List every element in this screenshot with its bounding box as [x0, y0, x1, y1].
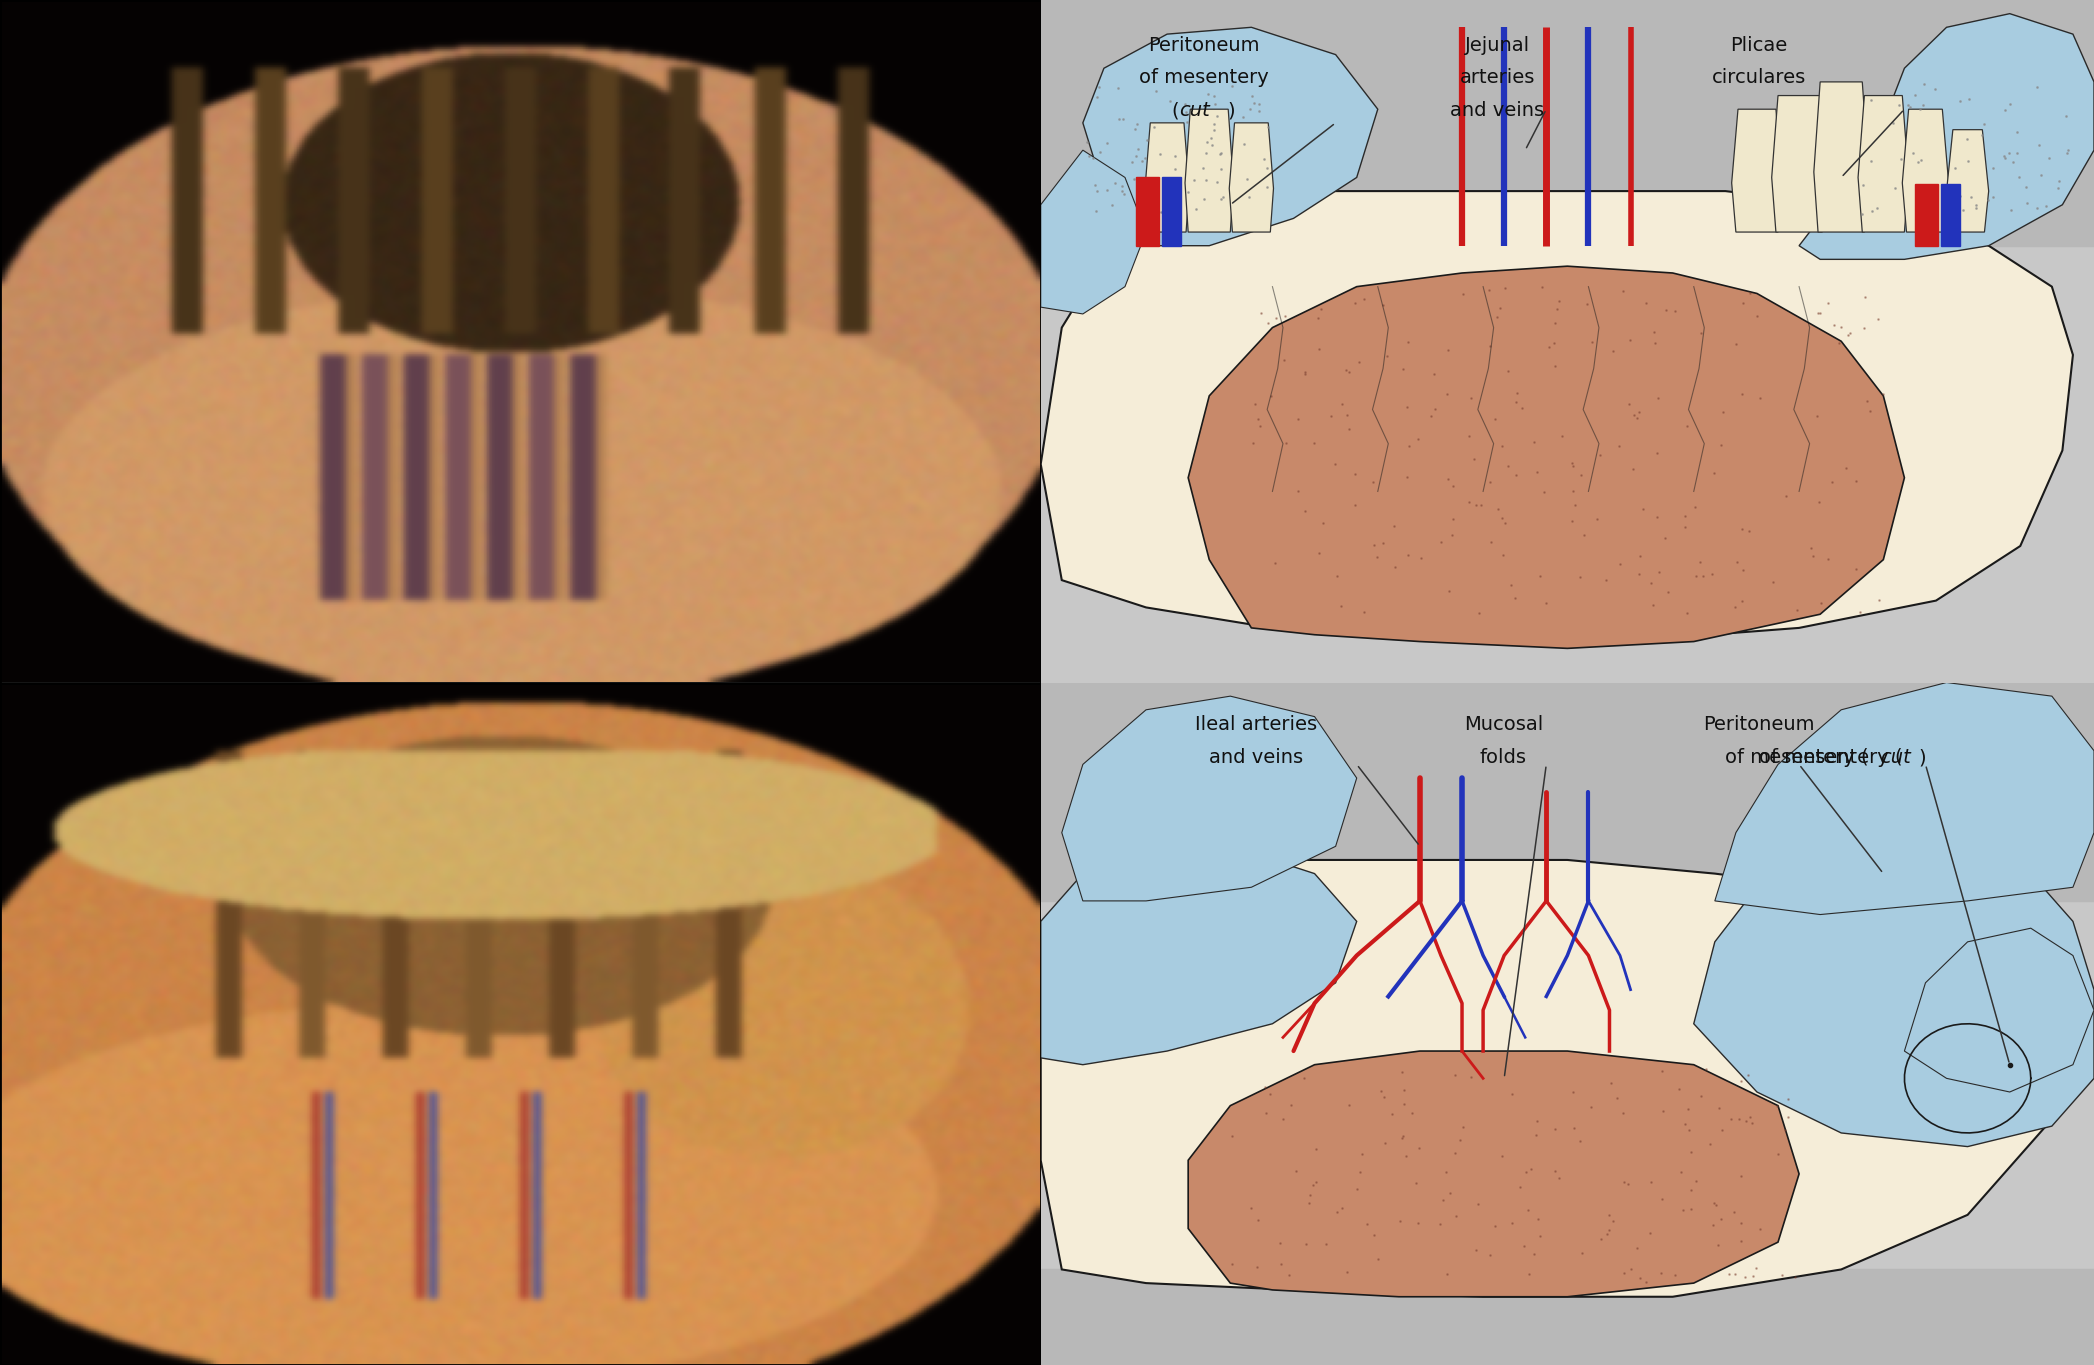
Polygon shape — [1772, 96, 1826, 232]
Text: of mesentery (: of mesentery ( — [1759, 748, 1903, 767]
Text: arteries: arteries — [1460, 68, 1535, 87]
Text: ): ) — [1918, 748, 1926, 767]
Polygon shape — [1732, 109, 1782, 232]
Text: Peritoneum: Peritoneum — [1702, 715, 1815, 734]
Text: Mucosal: Mucosal — [1464, 715, 1543, 734]
Text: Ileal arteries: Ileal arteries — [1196, 715, 1317, 734]
Polygon shape — [1229, 123, 1273, 232]
Polygon shape — [1145, 123, 1189, 232]
Text: and veins: and veins — [1210, 748, 1302, 767]
Polygon shape — [1187, 1051, 1799, 1297]
Bar — [1041, 1269, 2094, 1365]
Polygon shape — [1715, 682, 2094, 915]
Bar — [1135, 177, 1158, 246]
Bar — [1162, 177, 1181, 246]
Polygon shape — [1041, 191, 2073, 642]
Text: circulares: circulares — [1711, 68, 1807, 87]
Text: Plicae: Plicae — [1730, 35, 1788, 55]
Text: folds: folds — [1480, 748, 1527, 767]
Bar — [1041, 682, 2094, 901]
Text: of mesentery: of mesentery — [1139, 68, 1269, 87]
Polygon shape — [1041, 150, 1145, 314]
Text: Jejunal: Jejunal — [1464, 35, 1531, 55]
Text: and veins: and veins — [1451, 101, 1543, 120]
Polygon shape — [1857, 96, 1908, 232]
Text: of mesentery (: of mesentery ( — [1725, 748, 1870, 767]
Polygon shape — [1947, 130, 1989, 232]
Polygon shape — [1041, 860, 2073, 1297]
Polygon shape — [1083, 27, 1378, 246]
Polygon shape — [1694, 846, 2094, 1147]
Text: (: ( — [1171, 101, 1179, 120]
Bar — [1941, 184, 1960, 246]
Polygon shape — [1041, 846, 1357, 1065]
Text: cut: cut — [1880, 748, 1912, 767]
Polygon shape — [1799, 14, 2094, 259]
Polygon shape — [1062, 696, 1357, 901]
Polygon shape — [1901, 109, 1950, 232]
Polygon shape — [1185, 109, 1233, 232]
Bar — [1914, 184, 1939, 246]
Polygon shape — [1903, 928, 2094, 1092]
Polygon shape — [1187, 266, 1903, 648]
Text: cut: cut — [1179, 101, 1210, 120]
Text: ): ) — [1227, 101, 1235, 120]
Bar — [1041, 0, 2094, 246]
Text: Peritoneum: Peritoneum — [1148, 35, 1261, 55]
Polygon shape — [1813, 82, 1868, 232]
